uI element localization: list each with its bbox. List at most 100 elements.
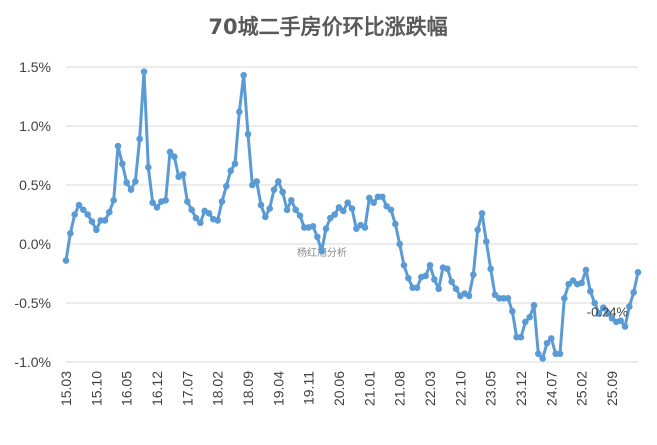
x-tick-label: 19.11	[301, 371, 317, 405]
data-point	[192, 214, 200, 222]
data-point	[470, 271, 477, 278]
data-point	[119, 160, 126, 168]
data-point	[426, 261, 434, 269]
data-point	[244, 130, 252, 138]
data-point	[465, 292, 473, 300]
y-tick-label: 0.5%	[19, 177, 51, 193]
data-point	[526, 313, 533, 321]
data-point	[548, 335, 555, 342]
x-tick-label: 17.07	[179, 371, 195, 406]
data-label: -0.24%	[587, 305, 629, 320]
data-point	[509, 307, 516, 315]
data-point	[522, 318, 529, 326]
data-point	[487, 265, 494, 273]
data-point	[223, 182, 230, 190]
data-point	[71, 211, 78, 218]
data-point	[205, 210, 213, 217]
data-point	[448, 278, 455, 286]
data-points	[62, 68, 642, 362]
data-point	[366, 194, 373, 202]
data-point	[136, 135, 143, 143]
data-point	[379, 193, 386, 201]
data-point	[604, 309, 611, 316]
data-point	[634, 269, 642, 276]
x-tick-label: 22.10	[452, 371, 468, 406]
data-point	[106, 208, 113, 216]
x-tick-label: 21.01	[361, 371, 377, 406]
data-point	[318, 247, 325, 255]
data-point	[162, 197, 169, 204]
y-axis-tick-labels: -1.0% -0.5% 0.0% 0.5% 1.0% 1.5%	[14, 59, 51, 370]
data-point	[80, 206, 87, 214]
data-point	[556, 350, 564, 358]
data-point	[478, 210, 486, 217]
data-point	[595, 310, 603, 317]
data-point	[188, 206, 195, 214]
data-point	[253, 178, 260, 185]
data-point	[561, 294, 568, 302]
data-point	[149, 199, 156, 206]
data-point	[270, 186, 278, 194]
data-point	[283, 206, 291, 214]
y-tick-label: 1.0%	[19, 118, 51, 134]
data-point	[292, 206, 299, 214]
data-point	[309, 223, 317, 230]
data-point	[262, 213, 269, 221]
data-point	[504, 294, 512, 302]
x-tick-label: 16.12	[149, 371, 165, 406]
data-point	[396, 240, 403, 248]
data-series	[64, 70, 640, 360]
data-point	[617, 317, 624, 325]
data-point	[153, 204, 161, 211]
data-point	[444, 265, 451, 273]
data-point	[626, 303, 633, 310]
x-tick-label: 19.04	[270, 371, 286, 406]
data-point	[231, 160, 239, 168]
data-point	[266, 205, 273, 212]
data-point	[361, 224, 369, 231]
data-point	[539, 355, 546, 362]
data-point	[543, 339, 551, 347]
data-point	[84, 211, 91, 218]
data-point	[218, 198, 226, 205]
data-point	[400, 261, 408, 269]
data-point	[171, 153, 178, 160]
data-point	[227, 167, 234, 175]
data-point	[179, 171, 187, 178]
data-point	[344, 199, 351, 206]
x-tick-label: 15.03	[58, 371, 74, 406]
data-point	[535, 350, 542, 358]
series-line	[64, 70, 640, 360]
x-tick-label: 20.06	[331, 371, 347, 406]
data-point	[387, 206, 395, 214]
data-point	[101, 217, 109, 224]
data-point	[348, 205, 356, 212]
data-point	[591, 299, 598, 307]
data-point	[422, 272, 429, 280]
x-tick-label: 18.02	[210, 371, 226, 406]
data-point	[240, 71, 247, 79]
data-point	[587, 287, 594, 295]
x-tick-label: 16.05	[119, 371, 135, 406]
data-point	[88, 218, 96, 225]
data-point	[392, 220, 399, 228]
data-point	[296, 212, 304, 219]
data-point	[257, 201, 265, 209]
x-tick-label: 18.09	[240, 371, 256, 406]
data-point	[630, 289, 637, 296]
data-point	[331, 211, 338, 218]
x-axis-tick-labels: 15.03 15.10 16.05 16.12 17.07 18.02 18.09 19.04…	[58, 371, 620, 406]
x-tick-label: 24.07	[543, 371, 559, 406]
y-tick-label: 1.5%	[19, 59, 51, 75]
data-point	[140, 68, 148, 76]
data-point	[435, 285, 442, 293]
data-point	[145, 164, 152, 171]
x-tick-label: 25.09	[604, 371, 620, 406]
data-point	[166, 148, 174, 156]
data-point	[370, 199, 377, 206]
data-point	[127, 186, 135, 194]
data-point	[474, 226, 481, 234]
data-point	[431, 276, 438, 283]
data-point	[67, 230, 74, 237]
